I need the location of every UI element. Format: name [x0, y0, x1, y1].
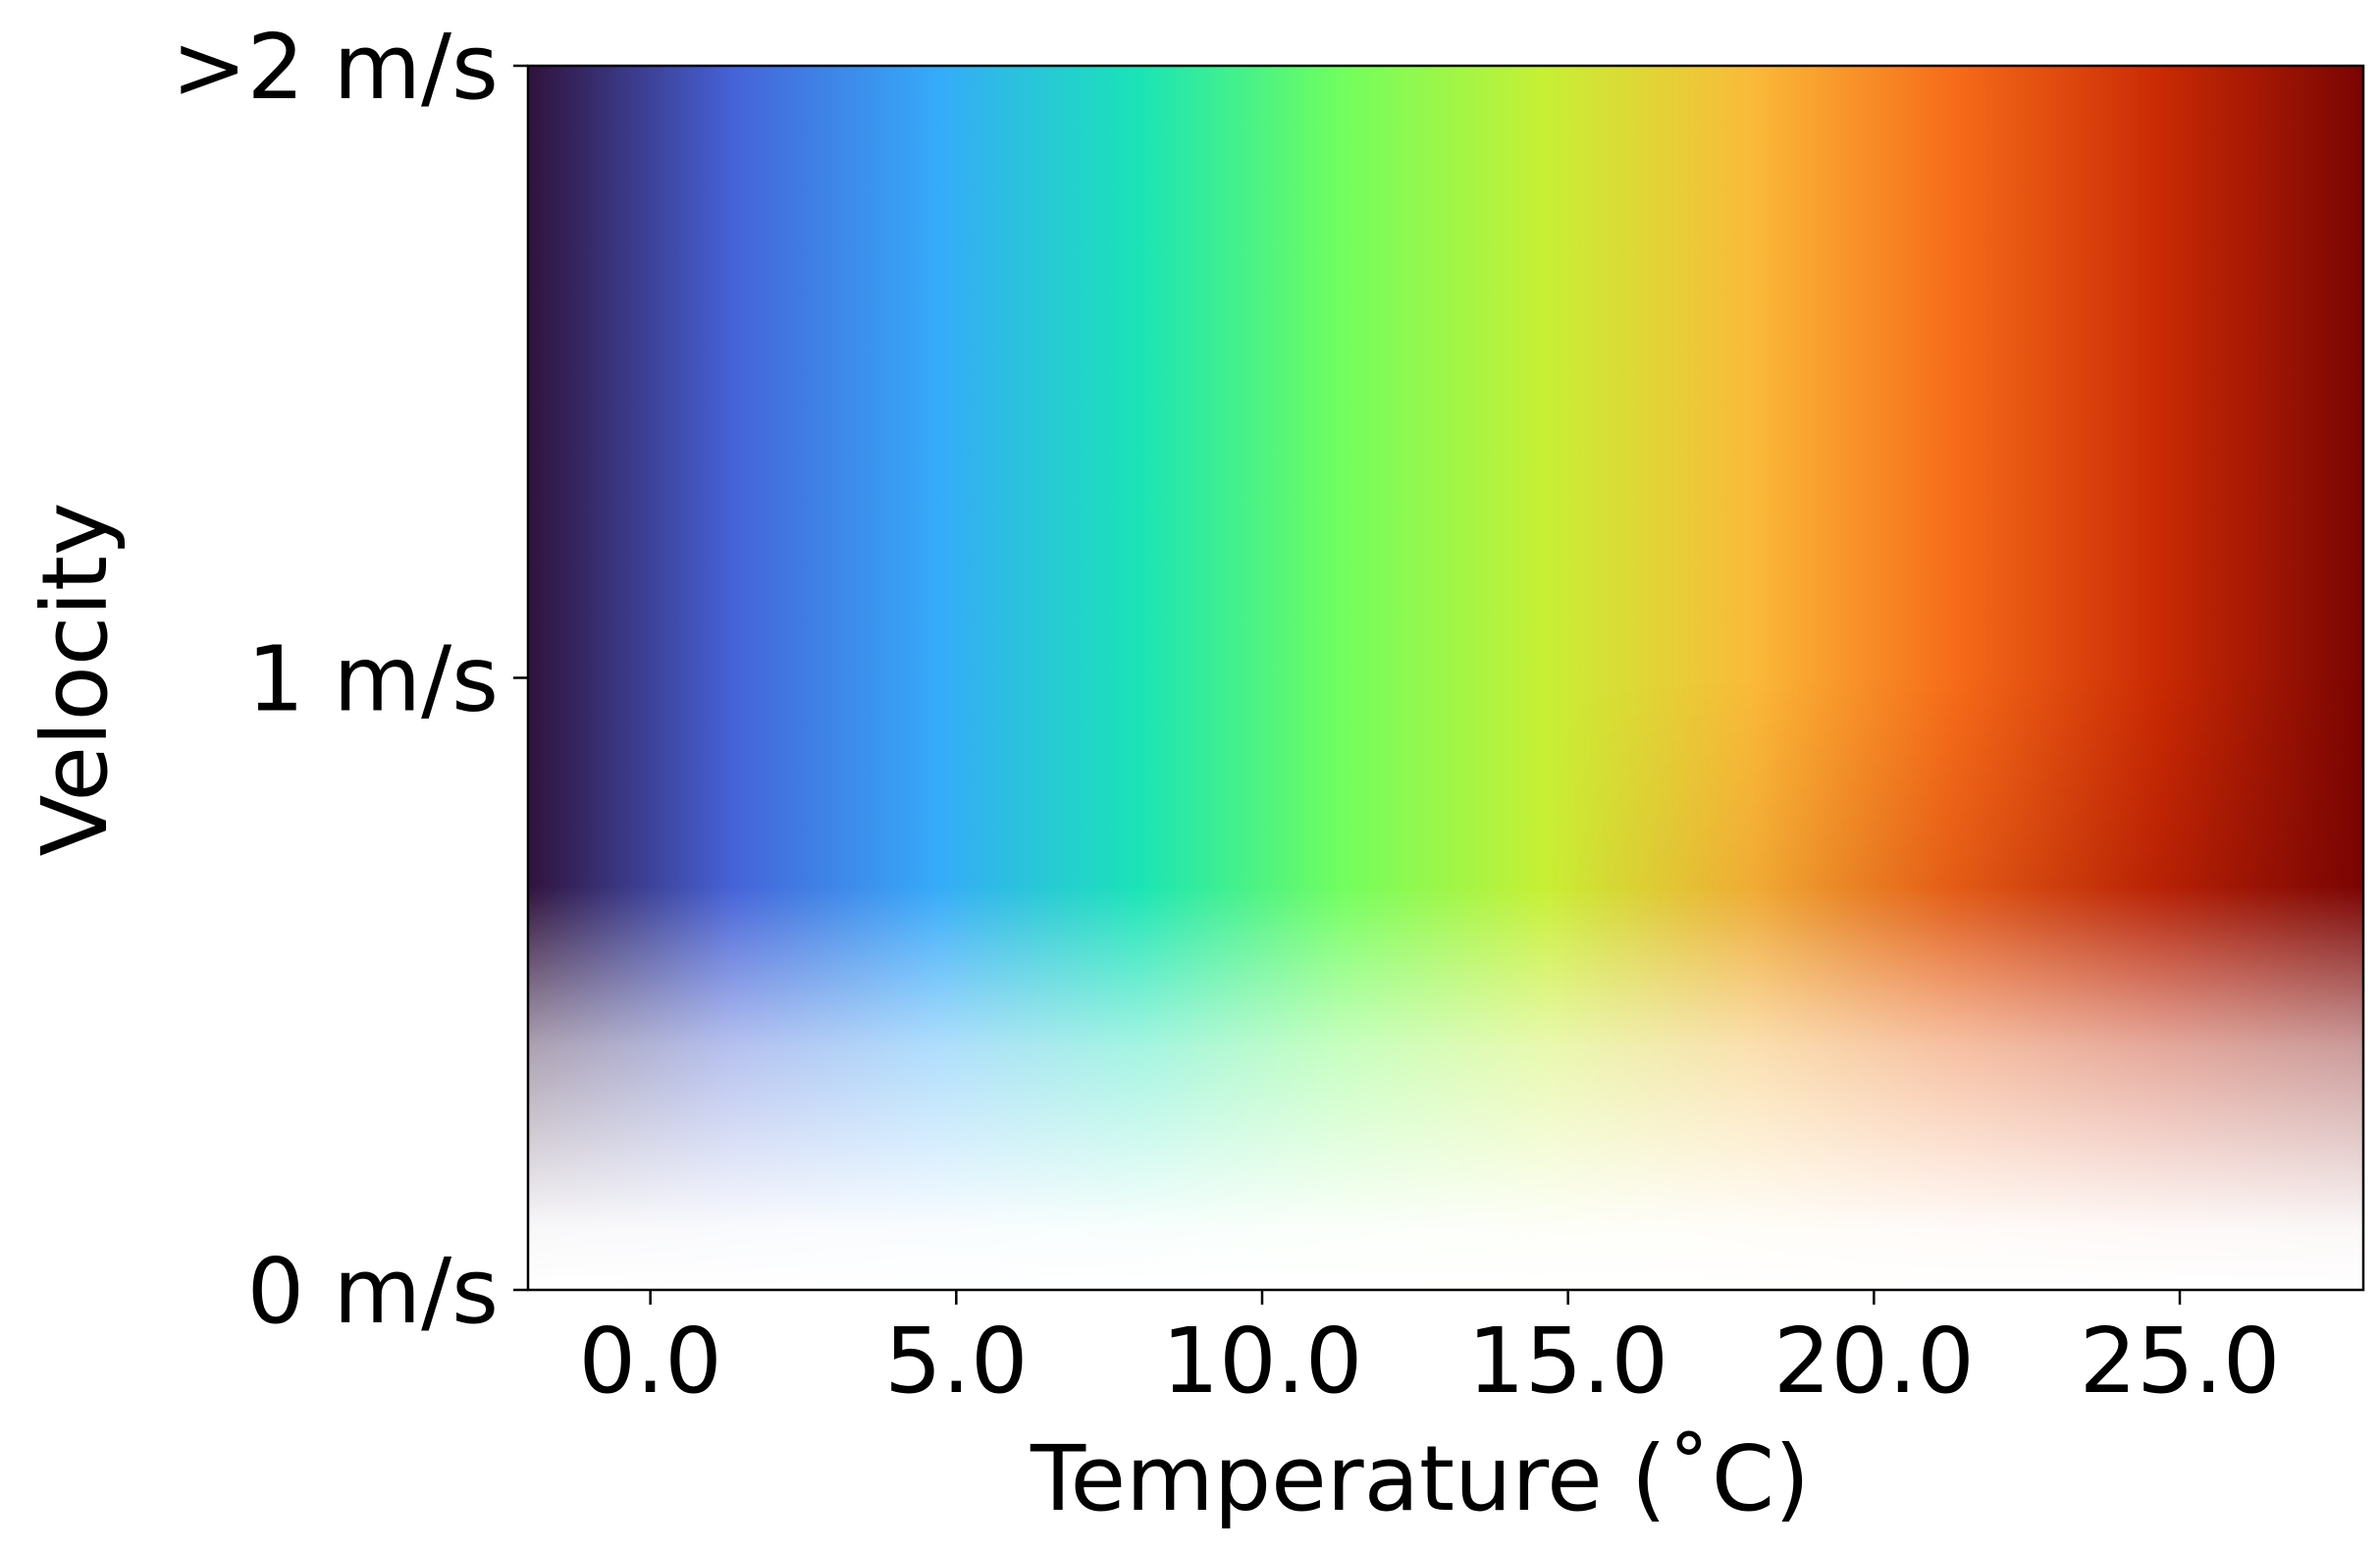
colormap-fade	[528, 66, 2363, 1290]
x-tick-label: 20.0	[1773, 1309, 1975, 1414]
y-tick-label: >2 m/s	[172, 15, 499, 120]
y-tick-label: 1 m/s	[247, 627, 499, 732]
y-tick-label: 0 m/s	[247, 1239, 499, 1344]
x-tick-label: 10.0	[1162, 1309, 1363, 1414]
x-tick-label: 25.0	[2080, 1309, 2281, 1414]
x-tick-label: 0.0	[579, 1309, 722, 1414]
x-tick-label: 15.0	[1467, 1309, 1668, 1414]
y-axis-label: Velocity	[23, 503, 128, 857]
x-tick-label: 5.0	[884, 1309, 1028, 1414]
x-axis-label: Temperature (˚C)	[1030, 1426, 1810, 1531]
